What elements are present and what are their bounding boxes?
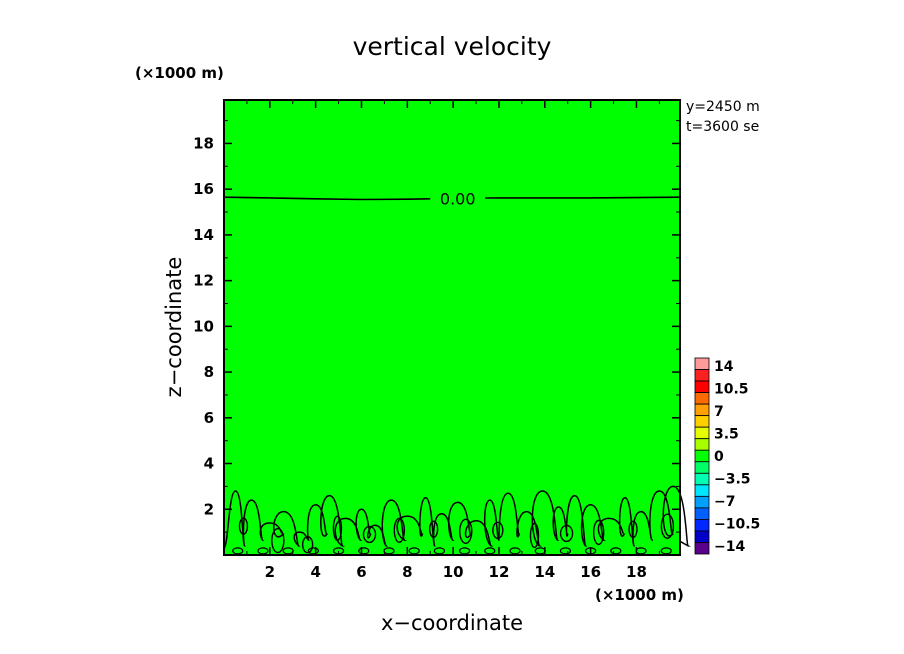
colorbar-label: −10.5 <box>714 517 760 533</box>
z-unit-label: (×1000 m) <box>135 64 224 82</box>
surface-contour-loop <box>257 547 269 555</box>
colorbar-swatch <box>694 484 710 497</box>
surface-contour-loop <box>559 547 572 555</box>
colorbar-swatch <box>694 426 710 440</box>
colorbar-swatch <box>694 530 710 543</box>
y-tick-label: 16 <box>193 180 214 198</box>
surface-contour-loop <box>232 547 244 555</box>
surface-contour-loop <box>307 547 319 555</box>
inner-contour-loop <box>238 517 249 535</box>
y-annotation: y=2450 m <box>686 99 760 115</box>
colorbar-label: 0 <box>714 449 724 465</box>
surface-contour-loop <box>383 547 395 555</box>
colorbar-label: 3.5 <box>714 427 739 443</box>
x-tick-label: 8 <box>402 563 412 581</box>
surface-contour-loop <box>660 547 672 555</box>
colorbar-swatch <box>694 392 710 405</box>
x-tick-label: 14 <box>534 563 555 581</box>
y-tick-label: 10 <box>193 317 214 335</box>
colorbar-label: −14 <box>714 539 745 555</box>
x-tick-label: 4 <box>310 563 320 581</box>
inner-contour-loop <box>559 524 574 543</box>
inner-contour-loop <box>660 513 675 539</box>
surface-contour-loop <box>358 547 370 555</box>
contour-lines: 0.00 <box>223 189 689 555</box>
inner-contour-loop <box>393 517 405 544</box>
inner-contour-loop <box>529 522 540 549</box>
y-tick-label: 6 <box>204 409 214 427</box>
colorbar-label: 7 <box>714 404 724 420</box>
surface-contour-loop <box>433 547 445 555</box>
inner-contour-loop <box>592 519 605 546</box>
y-tick-label: 14 <box>193 226 214 244</box>
inner-contour-loop <box>332 515 343 541</box>
surface-contour-loop <box>484 547 496 555</box>
y-tick-label: 4 <box>204 455 214 473</box>
inner-contour-loop <box>492 521 504 540</box>
colorbar-swatch <box>694 403 710 417</box>
colorbar-swatch <box>694 461 710 474</box>
surface-contour-loop <box>509 547 521 555</box>
chart-title: vertical velocity <box>353 32 552 61</box>
y-tick-label: 12 <box>193 272 214 290</box>
inner-contour-loop <box>459 518 473 545</box>
y-tick-label: 8 <box>204 363 214 381</box>
boundary-layer-contour <box>223 485 689 549</box>
colorbar-label: 14 <box>714 359 734 375</box>
surface-contour-loop <box>408 547 420 555</box>
inner-contour-loop <box>301 536 314 554</box>
colorbar-swatch <box>694 519 710 532</box>
colorbar-label: −7 <box>714 494 735 510</box>
inner-contour-loop <box>362 525 377 544</box>
y-tick-label: 18 <box>193 134 214 152</box>
x-tick-label: 10 <box>443 563 464 581</box>
colorbar-swatch <box>694 472 710 486</box>
contour-label: 0.00 <box>440 189 476 208</box>
colorbar-label: 10.5 <box>714 382 749 398</box>
colorbar-swatch <box>694 449 710 463</box>
inner-contour-loop <box>271 527 285 554</box>
inner-contour-loop <box>428 520 439 538</box>
colorbar-swatch <box>694 542 710 555</box>
zero-contour-right <box>485 196 681 199</box>
inner-contour-loop <box>628 520 638 538</box>
colorbar-swatch <box>694 369 710 382</box>
x-unit-label: (×1000 m) <box>595 586 684 604</box>
velocity-field <box>224 100 680 555</box>
x-tick-label: 6 <box>356 563 366 581</box>
surface-contour-loop <box>610 547 622 555</box>
colorbar-swatch <box>694 507 710 520</box>
x-tick-label: 12 <box>489 563 510 581</box>
x-tick-label: 18 <box>626 563 647 581</box>
x-axis-label: x−coordinate <box>381 611 523 635</box>
colorbar-label: −3.5 <box>714 472 751 488</box>
y-axis-label: z−coordinate <box>162 257 186 398</box>
surface-contour-loop <box>282 547 294 555</box>
colorbar-swatch <box>694 380 710 393</box>
colorbar-swatch <box>694 357 710 370</box>
plot-frame <box>223 99 681 556</box>
surface-contour-loop <box>459 547 471 555</box>
colorbar: 14 10.5 7 3.5 0 −3.5 −7 −10.5 −14 <box>694 357 760 555</box>
zero-contour-left <box>223 196 431 201</box>
colorbar-swatch <box>694 495 710 509</box>
colorbar-swatch <box>694 415 710 428</box>
colorbar-swatch <box>694 438 710 451</box>
x-tick-label: 2 <box>265 563 275 581</box>
x-tick-label: 16 <box>580 563 601 581</box>
t-annotation: t=3600 se <box>686 119 759 135</box>
y-tick-label: 2 <box>204 500 214 518</box>
